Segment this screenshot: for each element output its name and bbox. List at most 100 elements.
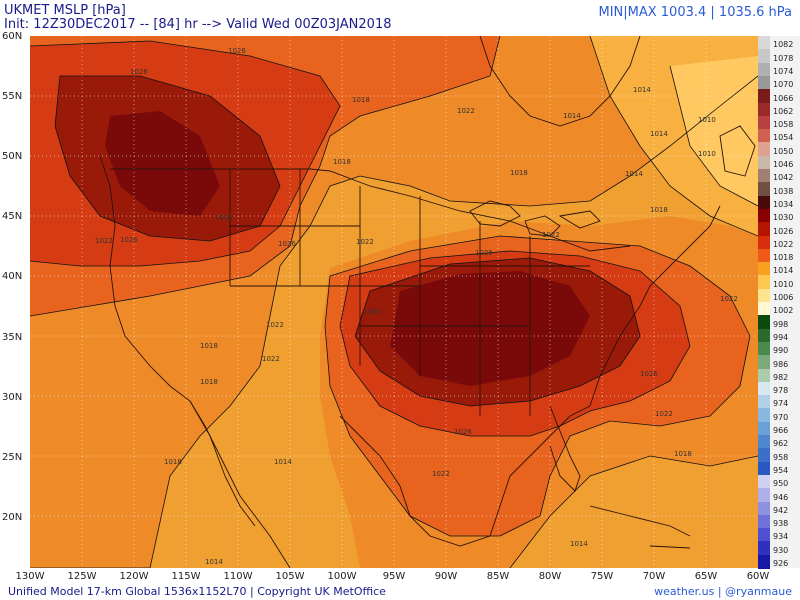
colorbar-label: 934 (773, 532, 789, 542)
colorbar-label: 990 (773, 346, 789, 356)
colorbar-swatch (758, 528, 770, 543)
colorbar-swatch (758, 474, 770, 489)
colorbar-swatch (758, 461, 770, 476)
isobar-label: 1014 (633, 86, 651, 94)
isobar-label: 1018 (333, 158, 351, 166)
site-credit[interactable]: weather.us | @ryanmaue (654, 585, 792, 598)
isobar-label: 1030 (363, 308, 381, 316)
model-credit: Unified Model 17-km Global 1536x1152L70 … (8, 585, 386, 598)
lat-lon-grid (30, 36, 758, 568)
colorbar-swatch (758, 248, 770, 263)
colorbar-label: 954 (773, 465, 789, 475)
colorbar-swatch (758, 488, 770, 503)
lon-label-60w: 60W (746, 571, 770, 582)
colorbar-label: 950 (773, 479, 789, 489)
colorbar-label: 1082 (773, 40, 794, 50)
isobar-label: 1026 (278, 240, 296, 248)
lat-label-30n: 30N (2, 392, 23, 403)
isobar-label: 1026 (640, 370, 658, 378)
colorbar-label: 962 (773, 439, 789, 449)
pressure-colorbar: 1082 1078 1074 1070 1066 1062 1058 1054 1050 1046… (758, 36, 800, 569)
colorbar-swatch (758, 408, 770, 423)
lat-label-50n: 50N (2, 151, 23, 162)
isobar-lines (30, 36, 758, 568)
isobar-label: 1026 (475, 249, 493, 257)
colorbar-label: 1030 (773, 213, 794, 223)
lat-label-55n: 55N (2, 91, 23, 102)
colorbar-label: 978 (773, 386, 789, 396)
colorbar-label: 1066 (773, 93, 794, 103)
colorbar-label: 966 (773, 426, 789, 435)
isobar-label: 1018 (200, 378, 218, 386)
isobar-label: 1022 (542, 231, 560, 239)
colorbar-swatch (758, 262, 770, 277)
min-max-readout: MIN|MAX 1003.4 | 1035.6 hPa (598, 5, 792, 20)
isobar-label: 1018 (650, 206, 668, 214)
colorbar-label: 1014 (773, 266, 794, 276)
isobar-label: 1014 (625, 170, 643, 178)
colorbar-label: 1058 (773, 120, 794, 130)
colorbar-label: 1050 (773, 146, 794, 156)
lon-label-70w: 70W (642, 571, 666, 582)
isobar-label: 1030 (215, 214, 233, 222)
lon-label-90w: 90W (434, 571, 458, 582)
isobar-label: 1018 (164, 458, 182, 466)
colorbar-swatch (758, 341, 770, 356)
colorbar-label: 946 (773, 492, 789, 502)
colorbar-swatch (758, 182, 770, 197)
isobar-label: 1022 (457, 107, 475, 115)
lon-label-65w: 65W (694, 571, 718, 582)
colorbar-swatch (758, 155, 770, 170)
colorbar-swatch (758, 208, 770, 223)
colorbar-label: 974 (773, 399, 789, 409)
colorbar-swatch (758, 514, 770, 529)
colorbar-label: 1042 (773, 173, 794, 183)
lon-label-110w: 110W (223, 571, 253, 582)
lon-label-100w: 100W (327, 571, 357, 582)
isobar-label: 1018 (674, 450, 692, 458)
lat-label-60n: 60N (2, 31, 23, 42)
colorbar-label: 1062 (773, 106, 794, 116)
colorbar-swatch (758, 195, 770, 210)
colorbar-label: 958 (773, 452, 789, 462)
lat-label-20n: 20N (2, 512, 23, 523)
isobar-label: 1010 (698, 150, 716, 158)
pressure-core-west (105, 111, 220, 216)
pressure-core-east (390, 271, 590, 386)
colorbar-label: 1018 (773, 253, 794, 263)
lon-label-115w: 115W (171, 571, 201, 582)
colorbar-label: 1046 (773, 160, 794, 169)
isobar-label: 1022 (432, 470, 450, 478)
coastlines-borders (99, 36, 756, 568)
colorbar-label: 1054 (773, 133, 794, 143)
lon-label-120w: 120W (119, 571, 149, 582)
colorbar-swatch (758, 541, 770, 556)
isobar-label: 1014 (570, 540, 588, 548)
colorbar-label: 1026 (773, 226, 794, 236)
colorbar-label: 998 (773, 319, 789, 329)
lon-label-85w: 85W (486, 571, 510, 582)
pressure-map: 1026 1030 1026 1018 1014 1022 1018 1010 … (30, 36, 758, 568)
colorbar-label: 982 (773, 372, 789, 382)
colorbar-swatch (758, 222, 770, 237)
colorbar-swatch (758, 75, 770, 90)
isobar-label: 1026 (120, 236, 138, 244)
isobar-label: 1018 (352, 96, 370, 104)
colorbar-swatch (758, 275, 770, 290)
lat-label-45n: 45N (2, 211, 23, 222)
colorbar-label: 1006 (773, 293, 794, 302)
isobar-label: 1022 (266, 321, 284, 329)
isobar-label: 1026 (228, 47, 246, 55)
colorbar-swatch (758, 501, 770, 516)
isobar-label: 1022 (655, 410, 673, 418)
colorbar-swatch (758, 288, 770, 303)
colorbar-label: 1010 (773, 279, 794, 289)
colorbar-label: 942 (773, 505, 789, 515)
colorbar-label: 1078 (773, 53, 794, 63)
colorbar-swatch (758, 368, 770, 383)
colorbar-swatch (758, 142, 770, 157)
colorbar-swatch (758, 235, 770, 250)
colorbar-label: 1002 (773, 306, 794, 316)
colorbar-swatch (758, 448, 770, 463)
colorbar-swatch (758, 302, 770, 316)
